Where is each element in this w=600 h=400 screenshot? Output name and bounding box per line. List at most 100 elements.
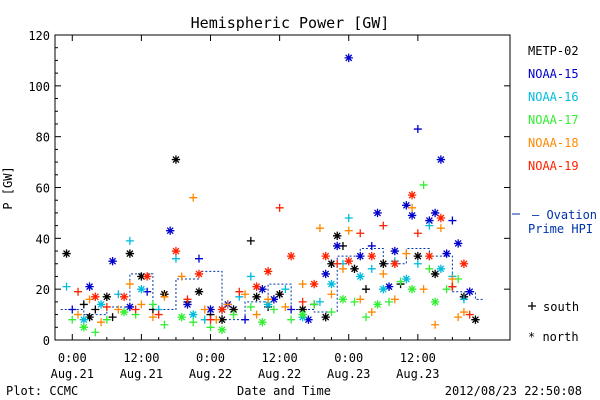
north-marker: [327, 279, 336, 289]
south-marker: [431, 320, 440, 329]
x-tick-time-label: 12:00: [123, 351, 159, 365]
north-marker: [258, 318, 267, 327]
south-marker: [125, 280, 134, 289]
y-tick-label: 40: [36, 232, 50, 246]
south-marker: [148, 300, 157, 309]
south-marker: [91, 305, 100, 314]
south-marker: [275, 203, 284, 212]
south-marker: [269, 305, 278, 314]
y-axis-label: P [GW]: [1, 166, 15, 209]
north-marker: [356, 272, 365, 281]
north-marker: [402, 201, 411, 210]
south-marker: [114, 305, 123, 314]
north-marker: [258, 284, 267, 294]
south-marker: [350, 297, 359, 306]
south-marker: [229, 310, 238, 319]
north-marker: [275, 290, 284, 299]
data-markers: [62, 53, 480, 337]
south-marker: [419, 285, 428, 294]
north-marker: [62, 249, 71, 258]
north-marker: [96, 300, 106, 309]
north-marker: [436, 155, 446, 164]
south-marker: [459, 308, 468, 317]
y-tick-label: 0: [43, 334, 50, 348]
north-marker: [407, 190, 417, 200]
south-marker: [189, 318, 198, 327]
south-marker: [108, 313, 117, 322]
south-marker: [367, 308, 376, 317]
south-marker: [408, 203, 417, 212]
south-marker: [200, 305, 209, 314]
north-marker: [189, 310, 198, 319]
south-marker: [246, 302, 255, 311]
legend-entry: METP-02: [528, 44, 579, 58]
south-marker: [68, 315, 77, 324]
x-tick-date-label: Aug.21: [120, 367, 163, 381]
south-marker: [402, 249, 411, 258]
south-marker: [362, 313, 371, 322]
south-marker: [102, 315, 111, 324]
north-marker: [333, 231, 342, 240]
north-marker: [471, 315, 480, 324]
north-marker: [217, 325, 227, 335]
north-marker: [298, 310, 307, 319]
x-tick-date-label: Aug.22: [189, 367, 232, 381]
south-marker: [448, 275, 457, 283]
north-marker: [171, 246, 181, 256]
x-tick-date-label: Aug.22: [258, 367, 301, 381]
north-marker: [79, 323, 88, 332]
south-marker: [206, 315, 215, 324]
north-marker: [119, 292, 129, 301]
north-marker: [407, 211, 417, 220]
north-marker: [79, 315, 88, 324]
legend-entry: NOAA-17: [528, 113, 579, 127]
x-tick-date-label: Aug.23: [396, 367, 439, 381]
south-marker: [137, 300, 146, 309]
south-marker: [287, 305, 296, 314]
south-marker: [362, 285, 371, 294]
south-marker: [442, 285, 451, 294]
x-tick-time-label: 0:00: [196, 351, 225, 365]
legend-entry: NOAA-16: [528, 90, 579, 104]
south-marker: [298, 280, 307, 289]
south-marker: [79, 300, 88, 309]
south-marker: [189, 193, 198, 202]
north-marker: [425, 216, 434, 225]
north-marker: [356, 251, 365, 261]
south-marker: [223, 300, 232, 309]
north-marker: [194, 287, 204, 296]
north-marker: [442, 249, 451, 258]
south-marker: [390, 295, 399, 304]
north-marker: [344, 257, 353, 266]
north-marker: [91, 292, 100, 301]
north-marker: [194, 269, 204, 279]
south-marker: [413, 229, 422, 238]
legend-entry: NOAA-18: [528, 136, 579, 150]
north-marker: [142, 272, 152, 281]
south-marker: [385, 297, 394, 306]
south-marker: [298, 297, 307, 306]
x-tick-time-label: 12:00: [262, 351, 298, 365]
south-marker: [465, 310, 474, 319]
y-axis: 0 20 40 60 80 100 120: [28, 29, 510, 348]
north-marker: [137, 284, 146, 294]
south-marker: [194, 254, 203, 263]
north-marker: [217, 315, 227, 324]
north-marker: [430, 269, 440, 279]
south-marker: [97, 318, 106, 327]
footer-timestamp: 2012/08/23 22:50:08: [445, 384, 582, 398]
north-marker: [125, 302, 135, 312]
south-marker: [459, 295, 468, 304]
south-marker: [344, 214, 353, 222]
x-tick-date-label: Aug.23: [327, 367, 370, 381]
south-marker: [425, 221, 434, 230]
south-marker: [356, 295, 365, 304]
south-marker: [246, 236, 255, 245]
x-tick-time-label: 0:00: [58, 351, 87, 365]
south-marker: [235, 287, 244, 296]
north-marker: [171, 155, 181, 164]
south-marker: [333, 259, 342, 268]
y-tick-label: 60: [36, 182, 50, 196]
north-marker: [350, 264, 359, 274]
south-marker: [436, 224, 445, 233]
